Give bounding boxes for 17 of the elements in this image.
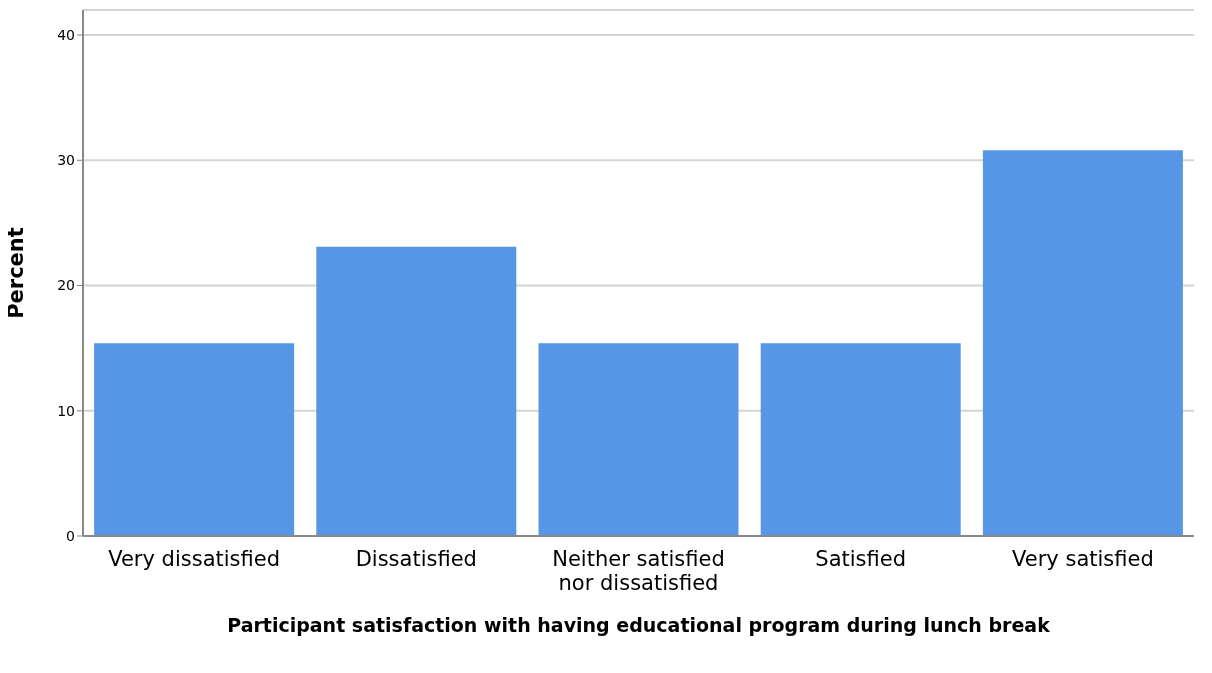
y-tick-label: 10: [57, 402, 75, 419]
x-tick-label: Dissatisfied: [355, 547, 477, 571]
x-tick-label: Very dissatisfied: [108, 547, 280, 571]
bar: [316, 246, 517, 536]
y-axis-title: Percent: [4, 227, 29, 319]
x-axis-title: Participant satisfaction with having educational program during lunch break: [227, 614, 1051, 636]
y-tick-label: 30: [57, 152, 75, 169]
x-tick-label: Satisfied: [815, 547, 907, 571]
x-tick-label: Very satisfied: [1012, 547, 1154, 571]
bar: [982, 150, 1183, 536]
x-tick-label: Neither satisfied nor dissatisfied: [552, 547, 725, 595]
bar: [94, 343, 295, 536]
bar: [760, 343, 961, 536]
bar: [538, 343, 739, 536]
y-tick-label: 0: [66, 527, 75, 544]
y-tick-label: 20: [57, 277, 75, 294]
y-tick-label: 40: [57, 27, 75, 44]
